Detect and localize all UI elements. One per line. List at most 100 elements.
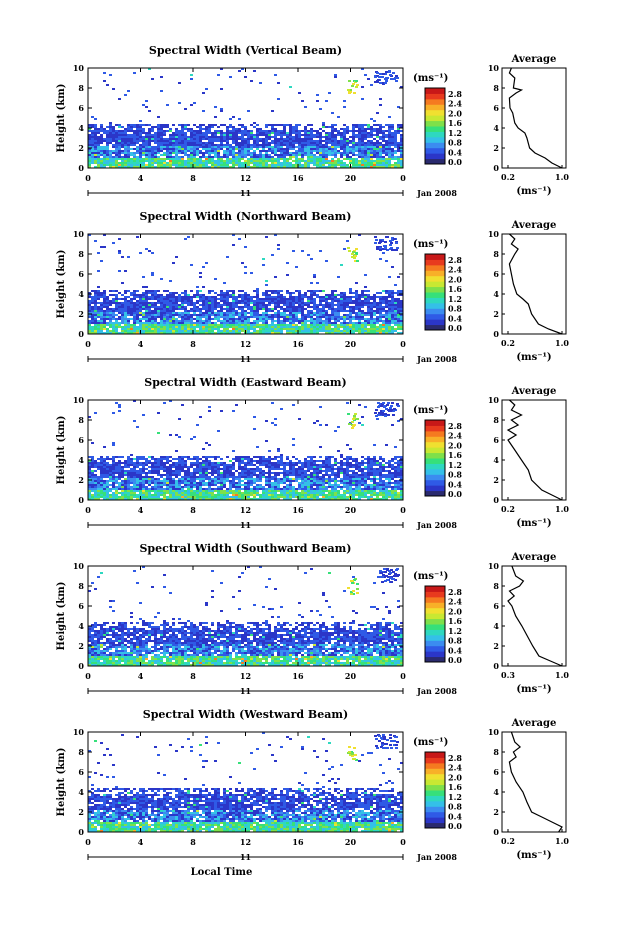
colorbar-segment: [425, 158, 445, 165]
average-profile-line: [507, 565, 563, 667]
average-y-tick-label: 8: [493, 747, 499, 757]
y-axis-label: Height (km): [56, 582, 67, 651]
x-tick-label: 12: [240, 173, 251, 183]
average-x-label: (ms⁻¹): [516, 352, 551, 363]
colorbar-segment: [425, 651, 445, 658]
average-frame: [501, 565, 567, 667]
colorbar-segment: [425, 313, 445, 320]
y-tick-label: 0: [78, 827, 84, 837]
colorbar-tick-label: 0.4: [448, 479, 462, 489]
average-x-label: (ms⁻¹): [516, 850, 551, 861]
heatmap-field: [88, 400, 403, 500]
colorbar-segment: [425, 104, 445, 111]
colorbar-segment: [425, 591, 445, 598]
y-tick-label: 6: [78, 601, 84, 611]
x-tick-label: 0: [400, 505, 406, 515]
average-y-tick-label: 6: [493, 103, 499, 113]
colorbar-segment: [425, 131, 445, 138]
average-y-tick-label: 8: [493, 581, 499, 591]
colorbar-frame: [424, 419, 446, 497]
colorbar-segment: [425, 485, 445, 492]
colorbar-tick-label: 2.0: [448, 440, 462, 450]
colorbar-segment: [425, 447, 445, 454]
colorbar-segment: [425, 784, 445, 791]
colorbar-segment: [425, 126, 445, 132]
y-tick-label: 8: [78, 747, 84, 757]
average-x-tick-label: 1.0: [555, 504, 569, 514]
average-panel: Average 0 2 4 6 8 10 0.2 1.0 (ms⁻¹): [488, 54, 570, 197]
colorbar-tick-label: 2.8: [448, 421, 462, 431]
x-axis-label: Local Time: [191, 867, 253, 878]
average-y-tick-label: 2: [493, 309, 499, 319]
colorbar-segment: [425, 115, 445, 122]
average-y-tick-label: 0: [493, 163, 499, 173]
colorbar-segment: [425, 436, 445, 443]
colorbar-segment: [425, 270, 445, 277]
colorbar-unit: (ms⁻¹): [413, 73, 448, 84]
colorbar-segment: [425, 596, 445, 603]
average-profile-line: [508, 67, 563, 169]
colorbar-segment: [425, 613, 445, 620]
panel-5: Spectral Width (Westward Beam) 0 2 4 6 8 10 Hei…: [56, 708, 569, 878]
average-x-tick-label: 1.0: [555, 338, 569, 348]
y-axis-label: Height (km): [56, 416, 67, 485]
x-tick-label: 0: [85, 671, 91, 681]
heatmap-field: [88, 732, 403, 832]
day-label: 11: [240, 354, 251, 364]
average-y-tick-label: 10: [488, 727, 500, 737]
colorbar-segment: [425, 762, 445, 769]
average-panel: Average 0 2 4 6 8 10 0.2 1.0 (ms⁻¹): [488, 386, 570, 529]
x-tick-label: 4: [138, 339, 144, 349]
average-y-tick-label: 0: [493, 495, 499, 505]
colorbar-tick-label: 0.8: [448, 304, 462, 314]
colorbar-segment: [425, 281, 445, 288]
colorbar-segment: [425, 275, 445, 282]
colorbar-segment: [425, 463, 445, 470]
panel-title: Spectral Width (Eastward Beam): [144, 376, 346, 389]
x-tick-label: 4: [138, 173, 144, 183]
average-y-tick-label: 4: [493, 455, 499, 465]
y-tick-label: 4: [78, 455, 84, 465]
colorbar-tick-label: 0.8: [448, 802, 462, 812]
colorbar-tick-label: 2.8: [448, 753, 462, 763]
x-tick-label: 0: [400, 837, 406, 847]
y-tick-label: 0: [78, 661, 84, 671]
average-y-tick-label: 6: [493, 269, 499, 279]
x-tick-label: 4: [138, 671, 144, 681]
colorbar-segment: [425, 254, 445, 260]
x-tick-label: 16: [292, 837, 304, 847]
y-tick-label: 6: [78, 269, 84, 279]
colorbar-segment: [425, 752, 445, 758]
colorbar-tick-label: 0.8: [448, 470, 462, 480]
average-x-tick-label: 0.3: [501, 670, 515, 680]
colorbar-segment: [425, 618, 445, 625]
x-tick-label: 0: [400, 339, 406, 349]
colorbar-segment: [425, 474, 445, 481]
heatmap-field: [88, 68, 403, 168]
colorbar-segment: [425, 822, 445, 829]
date-label: Jan 2008: [416, 188, 457, 198]
average-x-label: (ms⁻¹): [516, 186, 551, 197]
average-profile-line: [508, 233, 563, 335]
average-y-tick-label: 4: [493, 289, 499, 299]
colorbar-segment: [425, 817, 445, 824]
y-tick-label: 4: [78, 621, 84, 631]
x-tick-label: 0: [85, 339, 91, 349]
y-tick-label: 8: [78, 415, 84, 425]
panel-2: Spectral Width (Northward Beam) 0 2 4 6 8 10 He…: [56, 210, 569, 364]
x-tick-label: 0: [85, 505, 91, 515]
colorbar-tick-label: 0.0: [448, 323, 462, 333]
colorbar-segment: [425, 768, 445, 775]
average-y-tick-label: 4: [493, 621, 499, 631]
day-label: 11: [240, 852, 251, 862]
y-tick-label: 6: [78, 767, 84, 777]
colorbar-segment: [425, 109, 445, 116]
colorbar-tick-label: 0.8: [448, 138, 462, 148]
colorbar-segment: [425, 88, 445, 94]
colorbar-unit: (ms⁻¹): [413, 737, 448, 748]
colorbar-segment: [425, 656, 445, 663]
average-x-tick-label: 1.0: [555, 172, 569, 182]
colorbar-tick-label: 0.0: [448, 157, 462, 167]
y-tick-label: 2: [78, 807, 84, 817]
